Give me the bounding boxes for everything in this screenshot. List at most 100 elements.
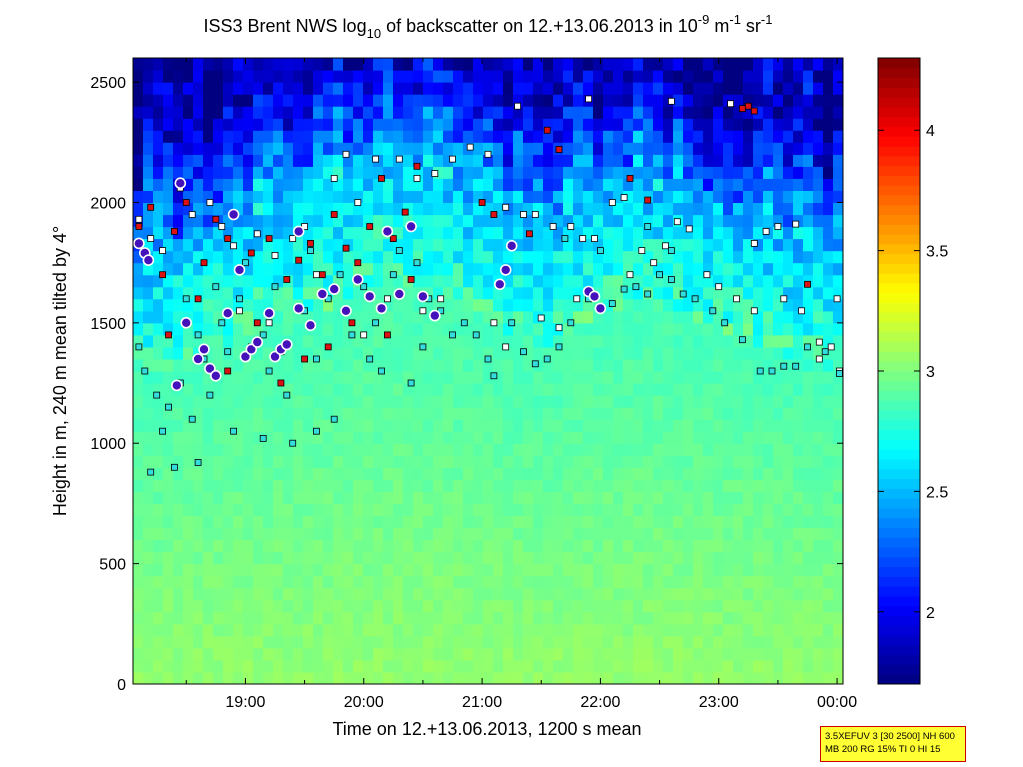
- heatmap-cell: [733, 154, 744, 167]
- purple-layer-marker: [204, 362, 216, 375]
- detection-marker: [815, 338, 823, 346]
- heatmap-cell: [573, 334, 584, 348]
- heatmap-cell: [333, 515, 344, 529]
- heatmap-cell: [253, 322, 264, 336]
- heatmap-cell: [563, 322, 574, 336]
- heatmap-cell: [293, 539, 304, 553]
- heatmap-cell: [513, 563, 524, 577]
- purple-layer-marker: [210, 369, 222, 382]
- heatmap-cell: [643, 82, 654, 95]
- heatmap-cell: [733, 238, 744, 252]
- heatmap-cell: [773, 154, 784, 167]
- heatmap-cell: [263, 70, 274, 83]
- heatmap-cell: [573, 551, 584, 565]
- heatmap-cell: [213, 310, 224, 324]
- colorbar-segment: [878, 204, 920, 215]
- heatmap-cell: [333, 659, 344, 673]
- heatmap-cell: [813, 539, 824, 553]
- heatmap-cell: [153, 106, 164, 119]
- detection-marker: [555, 324, 563, 332]
- heatmap-cell: [263, 58, 274, 71]
- y-tick-label: 2000: [90, 195, 126, 212]
- heatmap-cell: [373, 106, 384, 119]
- heatmap-cell: [423, 539, 434, 553]
- heatmap-cell: [203, 491, 214, 504]
- heatmap-cell: [253, 587, 264, 601]
- heatmap-cell: [443, 539, 454, 553]
- heatmap-cell: [673, 250, 684, 264]
- heatmap-cell: [223, 226, 234, 240]
- heatmap-cell: [633, 214, 644, 228]
- heatmap-cell: [363, 334, 374, 348]
- heatmap-cell: [653, 527, 664, 541]
- heatmap-cell: [723, 298, 734, 312]
- heatmap-cell: [563, 130, 574, 143]
- heatmap-cell: [443, 563, 454, 577]
- heatmap-cell: [513, 190, 524, 203]
- heatmap-cell: [313, 599, 324, 613]
- heatmap-cell: [613, 346, 624, 360]
- heatmap-cell: [703, 359, 714, 372]
- heatmap-cell: [413, 58, 424, 71]
- heatmap-cell: [763, 443, 774, 456]
- heatmap-cell: [373, 647, 384, 661]
- colorbar-segment: [878, 263, 920, 274]
- heatmap-cell: [543, 575, 554, 589]
- heatmap-cell: [753, 431, 764, 444]
- colorbar-segment: [878, 165, 920, 176]
- heatmap-cell: [143, 551, 154, 565]
- heatmap-cell: [193, 226, 204, 240]
- heatmap-cell: [443, 262, 454, 276]
- heatmap-cell: [133, 395, 144, 408]
- colorbar-segment: [878, 449, 920, 460]
- heatmap-cell: [143, 371, 154, 384]
- heatmap-cell: [283, 587, 294, 601]
- heatmap-cell: [433, 563, 444, 577]
- heatmap-cell: [823, 491, 834, 504]
- heatmap-cell: [413, 611, 424, 625]
- heatmap-cell: [783, 407, 794, 420]
- heatmap-cell: [493, 202, 504, 216]
- heatmap-cell: [803, 383, 814, 396]
- heatmap-cell: [553, 599, 564, 613]
- heatmap-cell: [573, 563, 584, 577]
- heatmap-cell: [783, 154, 794, 167]
- heatmap-cell: [213, 82, 224, 95]
- heatmap-cell: [413, 443, 424, 456]
- heatmap-cell: [213, 395, 224, 408]
- heatmap-cell: [773, 467, 784, 480]
- heatmap-cell: [183, 142, 194, 155]
- heatmap-cell: [473, 226, 484, 240]
- heatmap-cell: [403, 166, 414, 179]
- heatmap-cell: [663, 407, 674, 420]
- heatmap-cell: [273, 635, 284, 649]
- heatmap-cell: [483, 503, 494, 516]
- heatmap-cell: [373, 672, 384, 684]
- heatmap-cell: [273, 479, 284, 492]
- heatmap-cell: [503, 359, 514, 372]
- heatmap-cell: [823, 250, 834, 264]
- heatmap-cell: [703, 346, 714, 360]
- heatmap-cell: [683, 371, 694, 384]
- heatmap-cell: [733, 455, 744, 468]
- heatmap-cell: [263, 346, 274, 360]
- heatmap-cell: [833, 635, 843, 649]
- heatmap-cell: [203, 515, 214, 529]
- heatmap-cell: [153, 371, 164, 384]
- colorbar-segment: [878, 517, 920, 528]
- heatmap-cell: [623, 250, 634, 264]
- heatmap-cell: [633, 659, 644, 673]
- heatmap-cell: [713, 94, 724, 107]
- heatmap-cell: [373, 407, 384, 420]
- detection-marker: [727, 100, 734, 108]
- detection-marker: [490, 372, 498, 380]
- heatmap-cell: [233, 455, 244, 468]
- heatmap-cell: [153, 575, 164, 589]
- heatmap-cell: [693, 623, 704, 637]
- heatmap-cell: [493, 635, 504, 649]
- heatmap-cell: [293, 94, 304, 107]
- heatmap-cell: [693, 154, 704, 167]
- heatmap-cell: [593, 515, 604, 529]
- heatmap-cell: [333, 455, 344, 468]
- heatmap-cell: [423, 190, 434, 203]
